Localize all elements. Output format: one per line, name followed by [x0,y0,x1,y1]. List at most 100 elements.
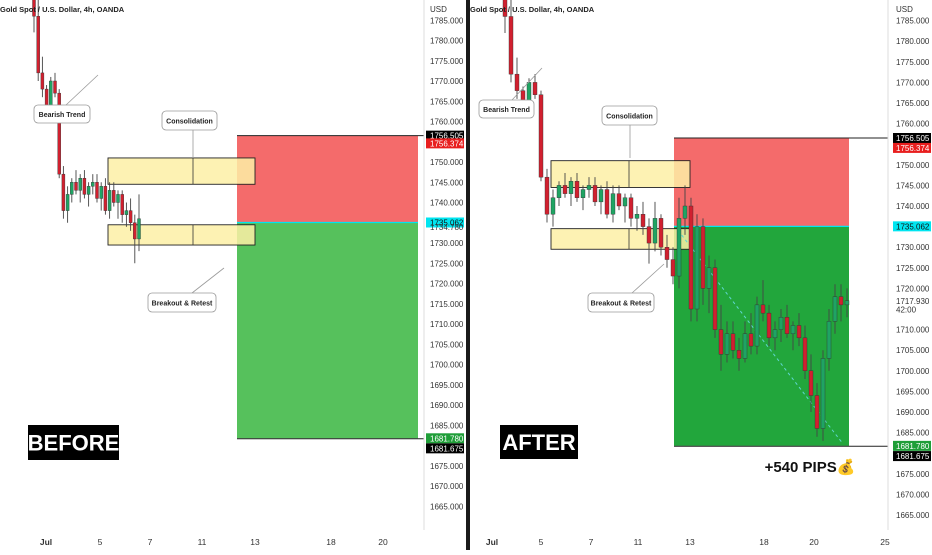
time-tick-label: 13 [250,537,260,547]
chart-panel-after: USD 1785.000 1780.000 1775.000 1770.000 1765.… [470,0,931,547]
bearish-candle [502,0,508,17]
bearish-candle [760,304,766,314]
price-tick-label: 1780.000 [896,37,930,46]
price-tick-label: 1690.000 [430,401,464,410]
price-tick-label: 1740.000 [896,202,930,211]
panel-divider [466,0,470,550]
bullish-candle [724,333,730,355]
time-tick-label: 18 [759,537,769,547]
chart-panel-before: USD 1785.000 1780.000 1775.000 1770.000 1765.… [0,0,464,547]
bearish-candle [628,197,634,219]
bullish-candle [78,177,82,191]
bullish-candle [832,296,838,322]
consolidation-box-bottom [550,228,691,250]
time-tick-label: 25 [880,537,890,547]
bearish-candle [604,189,610,215]
stop-loss-zone [674,137,849,227]
bearish-candle [532,82,538,95]
bullish-candle [586,185,592,190]
bearish-candle [57,92,61,175]
bullish-candle [622,197,628,207]
price-tick-label: 1690.000 [896,408,930,417]
price-tag-stop [893,142,931,153]
bearish-candle [592,185,598,203]
time-tick-label: 20 [378,537,388,547]
price-tag-target [893,440,931,451]
bullish-candle [706,267,712,289]
bearish-candle [640,214,646,227]
price-tag-label: 1756.505 [430,132,464,141]
annotation-callout: Bearish Trend [478,67,543,119]
bullish-candle [682,205,688,219]
callout-label: Bearish Trend [39,112,86,119]
price-tick-label: 1725.000 [896,264,930,273]
bullish-candle [844,300,850,306]
price-tag-label: 1735.062 [430,218,464,227]
bullish-candle [556,185,562,198]
price-tag-dark [426,130,464,141]
bullish-candle [778,317,784,330]
bearish-candle [712,267,718,330]
price-tick-label: 1775.000 [430,57,464,66]
callout-box [147,292,217,313]
callout-label: Breakout & Retest [152,301,213,308]
price-tag-label: 1681.780 [430,434,464,443]
callout-pointer [65,74,99,106]
bearish-candle [766,312,772,339]
bullish-candle [754,304,760,347]
price-tick-label: 1750.000 [430,158,464,167]
price-tick-label: 1675.000 [430,462,464,471]
bullish-candle [826,321,832,359]
price-tag-entry [893,221,931,232]
callout-label: Breakout & Retest [591,301,652,308]
stop-loss-zone [237,135,418,223]
price-tick-label: 1705.000 [430,340,464,349]
callout-pointer [631,263,665,294]
price-tag-label: 1756.374 [896,144,930,153]
price-tick-label: 1720.000 [896,284,930,293]
annotation-callout: Consolidation [161,110,218,158]
bearish-candle [133,222,137,240]
bullish-candle [676,218,682,277]
callout-box [478,99,535,119]
callout-box [161,110,218,131]
price-tick-label: 1700.000 [896,367,930,376]
bullish-candle [772,329,778,339]
bearish-candle [538,94,544,178]
callout-box [587,292,655,313]
price-tag-label: 1734.780 [430,223,464,232]
stamp-label: BEFORE [28,431,120,456]
bearish-candle [44,88,49,106]
callout-box [601,105,658,126]
price-tick-label: 1760.000 [896,120,930,129]
price-tag-dark [426,443,464,454]
bearish-candle [838,296,844,306]
bearish-candle [646,226,652,244]
bearish-candle [574,181,580,198]
price-tick-label: 1745.000 [896,181,930,190]
price-tag-label: 1681.780 [896,442,930,451]
bearish-candle [748,333,754,347]
price-tick-label: 1725.000 [430,259,464,268]
time-tick-label: Jul [40,537,52,547]
bearish-candle [700,226,706,289]
price-tick-label: 1665.000 [896,511,930,520]
bullish-candle [610,193,616,215]
bullish-candle [694,226,700,310]
callout-label: Bearish Trend [483,107,530,114]
price-tick-label: 1720.000 [430,280,464,289]
price-tick-label: 1670.000 [896,490,930,499]
price-tag-label: 42:00 [896,305,917,314]
bearish-candle [802,337,808,371]
price-tag-label: 1681.675 [430,444,464,453]
price-tick-label: 1730.000 [896,243,930,252]
price-tick-label: 1730.000 [430,239,464,248]
price-tick-label: 1760.000 [430,118,464,127]
time-tick-label: 20 [809,537,819,547]
bearish-candle [82,177,87,195]
price-tick-label: 1715.000 [430,300,464,309]
price-tick-label: 1705.000 [896,346,930,355]
bearish-candle [32,0,36,17]
price-tick-label: 1745.000 [430,178,464,187]
callout-box [33,104,91,124]
